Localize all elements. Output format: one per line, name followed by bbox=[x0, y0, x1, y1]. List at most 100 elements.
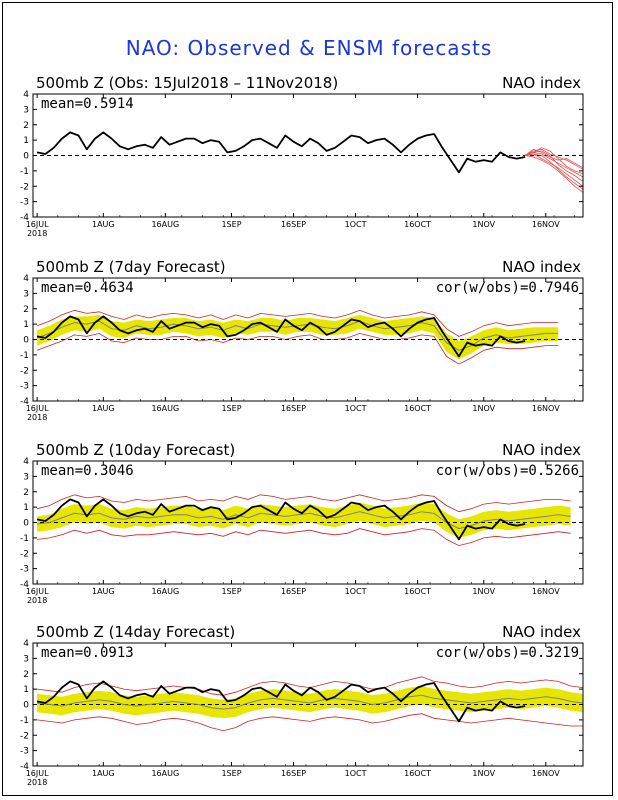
y-tick-label: -2 bbox=[20, 182, 29, 192]
observed-line bbox=[36, 680, 526, 723]
extreme-lower-line bbox=[36, 332, 559, 365]
correlation-label: cor(w/obs)=0.3219 bbox=[436, 645, 579, 661]
x-tick-label: 16OCT bbox=[404, 587, 431, 596]
year-label: 2018 bbox=[27, 413, 47, 422]
ensemble-member-line-5 bbox=[525, 155, 584, 193]
x-tick-label: 16SEP bbox=[281, 769, 306, 778]
x-tick-label: 1AUG bbox=[92, 404, 115, 413]
x-tick-label: 16AUG bbox=[151, 220, 179, 229]
x-tick-label: 16JUL bbox=[26, 404, 49, 413]
y-tick-label: 1 bbox=[23, 503, 29, 513]
y-tick-label: 2 bbox=[23, 121, 29, 131]
x-tick-label: 1AUG bbox=[92, 769, 115, 778]
x-tick-label: 1OCT bbox=[345, 587, 367, 596]
observed-line bbox=[36, 498, 526, 541]
y-tick-label: -1 bbox=[20, 716, 29, 726]
x-tick-label: 16SEP bbox=[281, 404, 306, 413]
y-tick-label: 0 bbox=[23, 519, 29, 529]
correlation-label: cor(w/obs)=0.5266 bbox=[436, 463, 579, 479]
ensemble-mean-line bbox=[36, 320, 559, 351]
ensemble-mean-line bbox=[37, 694, 584, 710]
x-tick-label: 16OCT bbox=[404, 404, 431, 413]
y-tick-label: 3 bbox=[23, 105, 29, 115]
chart-panel-3: 500mb Z (10day Forecast) NAO index 4 3 2 1 0 -1… bbox=[20, 441, 584, 605]
y-tick-label: 2 bbox=[23, 670, 29, 680]
mean-label: mean=0.0913 bbox=[41, 645, 134, 661]
panel-title: 500mb Z (Obs: 15Jul2018 – 11Nov2018) bbox=[36, 74, 338, 92]
extreme-upper-line bbox=[37, 494, 571, 513]
y-tick-label: -4 bbox=[20, 213, 29, 223]
extreme-upper-line bbox=[36, 309, 559, 337]
panel-title: 500mb Z (10day Forecast) bbox=[36, 441, 235, 459]
x-tick-label: 1NOV bbox=[472, 587, 495, 596]
x-tick-label: 16NOV bbox=[532, 587, 560, 596]
y-tick-label: 1 bbox=[23, 136, 29, 146]
x-tick-label: 1OCT bbox=[345, 404, 367, 413]
x-tick-label: 16NOV bbox=[532, 769, 560, 778]
observed-line bbox=[36, 315, 526, 358]
x-tick-label: 16OCT bbox=[404, 769, 431, 778]
y-tick-label: 2 bbox=[23, 488, 29, 498]
ensemble-member-line-4 bbox=[524, 150, 584, 182]
y-tick-label: -4 bbox=[20, 580, 29, 590]
year-label: 2018 bbox=[27, 596, 47, 605]
chart-panel-2: 500mb Z (7day Forecast) NAO index 4 3 2 1 0 -1 -… bbox=[20, 258, 584, 422]
y-tick-label: -1 bbox=[20, 534, 29, 544]
mean-label: mean=0.5914 bbox=[41, 96, 134, 112]
y-tick-label: 1 bbox=[23, 685, 29, 695]
y-tick-label: 3 bbox=[23, 654, 29, 664]
ensemble-member-line-8 bbox=[524, 147, 584, 175]
index-label: NAO index bbox=[502, 623, 581, 641]
index-label: NAO index bbox=[502, 258, 581, 276]
y-tick-label: -3 bbox=[20, 198, 29, 208]
x-tick-label: 1NOV bbox=[472, 404, 495, 413]
x-tick-label: 1AUG bbox=[92, 220, 115, 229]
index-label: NAO index bbox=[502, 74, 581, 92]
extreme-lower-line bbox=[37, 528, 571, 547]
x-tick-label: 16SEP bbox=[281, 220, 306, 229]
y-tick-label: 2 bbox=[23, 305, 29, 315]
y-tick-label: 3 bbox=[23, 289, 29, 299]
mean-label: mean=0.4634 bbox=[41, 280, 134, 296]
ensemble-member-line-6 bbox=[524, 148, 584, 169]
x-tick-label: 16JUL bbox=[26, 769, 49, 778]
y-tick-label: 0 bbox=[23, 701, 29, 711]
y-tick-label: 3 bbox=[23, 472, 29, 482]
panel-title: 500mb Z (7day Forecast) bbox=[36, 258, 226, 276]
mean-label: mean=0.3046 bbox=[41, 463, 134, 479]
y-tick-label: -1 bbox=[20, 351, 29, 361]
ensemble-member-line-7 bbox=[525, 153, 584, 190]
spread-band bbox=[37, 686, 584, 719]
y-tick-label: -3 bbox=[20, 382, 29, 392]
y-tick-label: -3 bbox=[20, 565, 29, 575]
index-label: NAO index bbox=[502, 441, 581, 459]
x-tick-label: 1OCT bbox=[345, 769, 367, 778]
y-tick-label: -2 bbox=[20, 366, 29, 376]
y-tick-label: 0 bbox=[23, 152, 29, 162]
x-tick-label: 16AUG bbox=[151, 404, 179, 413]
x-tick-label: 1AUG bbox=[92, 587, 115, 596]
x-tick-label: 1SEP bbox=[221, 587, 241, 596]
y-tick-label: 4 bbox=[23, 90, 29, 100]
panel-title: 500mb Z (14day Forecast) bbox=[36, 623, 235, 641]
y-tick-label: 0 bbox=[23, 336, 29, 346]
x-tick-label: 16AUG bbox=[151, 587, 179, 596]
x-tick-label: 1SEP bbox=[221, 404, 241, 413]
x-tick-label: 16OCT bbox=[404, 220, 431, 229]
y-tick-label: -2 bbox=[20, 731, 29, 741]
ensemble-member-line-3 bbox=[524, 148, 584, 170]
y-tick-label: -4 bbox=[20, 397, 29, 407]
x-tick-label: 1NOV bbox=[472, 220, 495, 229]
x-tick-label: 16JUL bbox=[26, 220, 49, 229]
y-tick-label: -3 bbox=[20, 747, 29, 757]
year-label: 2018 bbox=[27, 778, 47, 787]
y-tick-label: 4 bbox=[23, 274, 29, 284]
x-tick-label: 16NOV bbox=[532, 220, 560, 229]
y-tick-label: -1 bbox=[20, 167, 29, 177]
ensemble-member-line-1 bbox=[524, 151, 584, 178]
y-tick-label: -2 bbox=[20, 549, 29, 559]
y-tick-label: 4 bbox=[23, 639, 29, 649]
y-tick-label: -4 bbox=[20, 762, 29, 772]
